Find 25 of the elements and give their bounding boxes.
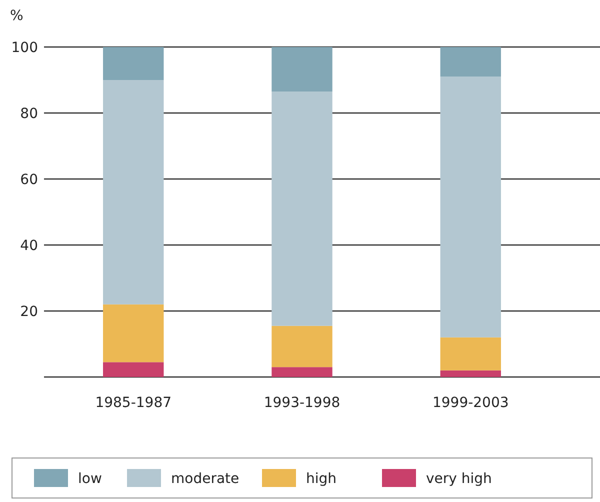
bar: [440, 370, 501, 377]
legend-label: high: [306, 470, 337, 487]
bar: [103, 47, 164, 80]
x-tick-label: 1993-1998: [264, 395, 340, 411]
x-tick-label: 1985-1987: [95, 395, 172, 411]
legend-label: very high: [426, 470, 492, 487]
bar: [272, 326, 332, 368]
y-tick-label: 60: [20, 172, 38, 188]
y-tick-label: 80: [20, 106, 38, 122]
legend-label: low: [78, 470, 102, 487]
y-tick-label: 20: [20, 304, 38, 320]
x-tick-label: 1999-2003: [432, 395, 509, 411]
bar: [440, 337, 501, 370]
y-tick-label: 100: [11, 40, 38, 56]
bar: [272, 367, 332, 377]
bar: [440, 47, 501, 77]
bar: [103, 304, 164, 362]
bar: [272, 47, 332, 92]
legend-label: moderate: [171, 470, 240, 487]
y-axis-title: %: [10, 8, 24, 24]
bar: [103, 80, 164, 304]
bar: [272, 92, 332, 326]
bar: [440, 76, 501, 338]
y-tick-label: 40: [20, 238, 38, 254]
bar: [103, 362, 164, 377]
